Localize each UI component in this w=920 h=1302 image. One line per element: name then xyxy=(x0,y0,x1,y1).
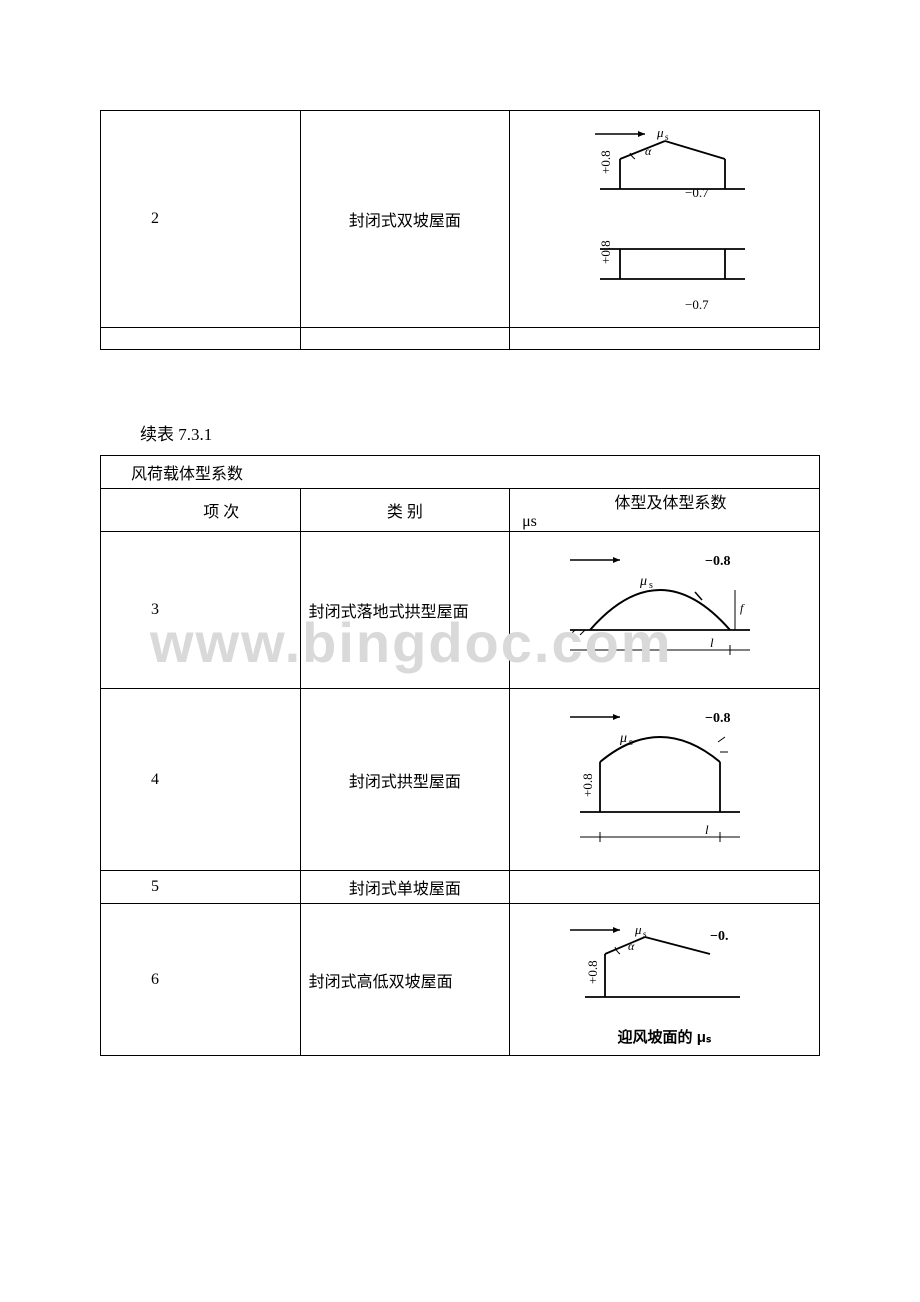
table-row: 4 封闭式拱型屋面 −0.8 μ s xyxy=(101,689,820,871)
svg-text:+0.8: +0.8 xyxy=(598,150,613,174)
caption-text: 迎风坡面的 μₛ xyxy=(618,1029,712,1046)
svg-text:−0.8: −0.8 xyxy=(705,554,730,569)
column-header-row: 项 次 类 别 体型及体型系数 μs xyxy=(101,489,820,532)
col1-header: 项 次 xyxy=(101,489,301,532)
diagram-cell: −0.8 μ s +0.8 xyxy=(510,689,820,871)
svg-text:l: l xyxy=(710,635,714,650)
category-text: 封闭式高低双坡屋面 xyxy=(309,974,453,991)
diagram-arch-roof: −0.8 μ s +0.8 xyxy=(510,689,819,870)
category-cell: 封闭式拱型屋面 xyxy=(300,689,509,871)
index-cell: 3 xyxy=(101,532,301,689)
svg-text:μ: μ xyxy=(639,574,647,589)
continuation-text: 续表 7.3.1 xyxy=(140,425,212,444)
svg-text:−0.7: −0.7 xyxy=(685,185,709,200)
diagram-ground-arch: −0.8 μ s f xyxy=(510,532,819,688)
table-row: 3 封闭式落地式拱型屋面 −0.8 μ s xyxy=(101,532,820,689)
table-caption-cell: 风荷载体型系数 xyxy=(101,456,820,489)
svg-text:μ: μ xyxy=(656,125,664,140)
index-text: 5 xyxy=(151,878,159,895)
svg-text:−0.: −0. xyxy=(710,929,728,944)
svg-text:f: f xyxy=(740,601,745,615)
category-cell: 封闭式落地式拱型屋面 xyxy=(300,532,509,689)
svg-text:α: α xyxy=(645,144,652,158)
table-1: 2 封闭式双坡屋面 μ s α xyxy=(100,110,820,350)
category-text: 封闭式落地式拱型屋面 xyxy=(309,604,469,621)
svg-text:s: s xyxy=(665,132,669,142)
svg-text:−0.8: −0.8 xyxy=(705,711,730,726)
svg-text:μ: μ xyxy=(619,731,627,746)
table-2: 风荷载体型系数 项 次 类 别 体型及体型系数 μs 3 封闭式落地式拱型屋面 xyxy=(100,455,820,1056)
index-text: 2 xyxy=(151,210,159,227)
index-text: 3 xyxy=(151,601,159,618)
diagram-double-slope: μ s α +0.8 −0.7 xyxy=(510,111,819,327)
diagram-step-double-slope: μ s −0. α +0.8 迎风坡面的 μ xyxy=(510,904,819,1055)
diagram-cell: μ s −0. α +0.8 迎风坡面的 μ xyxy=(510,904,820,1056)
svg-text:μ: μ xyxy=(634,922,642,937)
col1-header-text: 项 次 xyxy=(203,504,239,521)
svg-text:−0.7: −0.7 xyxy=(685,297,709,312)
index-text: 4 xyxy=(151,771,159,788)
col3-header-line2: μs xyxy=(522,513,537,530)
svg-text:s: s xyxy=(629,737,633,748)
index-cell: 2 xyxy=(101,111,301,328)
index-cell: 6 xyxy=(101,904,301,1056)
caption-row: 风荷载体型系数 xyxy=(101,456,820,489)
category-text: 封闭式双坡屋面 xyxy=(349,213,461,230)
diagram-cell: −0.8 μ s f xyxy=(510,532,820,689)
svg-text:l: l xyxy=(705,822,709,837)
continuation-label: 续表 7.3.1 xyxy=(140,420,820,445)
diagram-caption: 迎风坡面的 μₛ xyxy=(510,1026,819,1047)
table-row: 2 封闭式双坡屋面 μ s α xyxy=(101,111,820,328)
svg-text:+0.8: +0.8 xyxy=(580,773,595,797)
svg-text:α: α xyxy=(628,939,635,953)
col2-header-text: 类 别 xyxy=(387,504,423,521)
diagram-cell xyxy=(510,871,820,904)
category-cell: 封闭式单坡屋面 xyxy=(300,871,509,904)
index-cell: 4 xyxy=(101,689,301,871)
category-text: 封闭式单坡屋面 xyxy=(349,881,461,898)
table-row: 5 封闭式单坡屋面 xyxy=(101,871,820,904)
index-text: 6 xyxy=(151,971,159,988)
table-row: 6 封闭式高低双坡屋面 μ s −0. α xyxy=(101,904,820,1056)
svg-text:+0.8: +0.8 xyxy=(585,960,600,984)
diagram-cell: μ s α +0.8 −0.7 xyxy=(510,111,820,328)
index-cell: 5 xyxy=(101,871,301,904)
col3-header: 体型及体型系数 μs xyxy=(510,489,820,532)
svg-text:s: s xyxy=(649,580,653,591)
category-cell: 封闭式双坡屋面 xyxy=(300,111,509,328)
empty-row xyxy=(101,328,820,350)
svg-text:+0.8: +0.8 xyxy=(598,240,613,264)
col3-header-line1: 体型及体型系数 xyxy=(615,495,727,512)
col2-header: 类 别 xyxy=(300,489,509,532)
category-cell: 封闭式高低双坡屋面 xyxy=(300,904,509,1056)
category-text: 封闭式拱型屋面 xyxy=(349,774,461,791)
table-caption-text: 风荷载体型系数 xyxy=(131,466,243,483)
